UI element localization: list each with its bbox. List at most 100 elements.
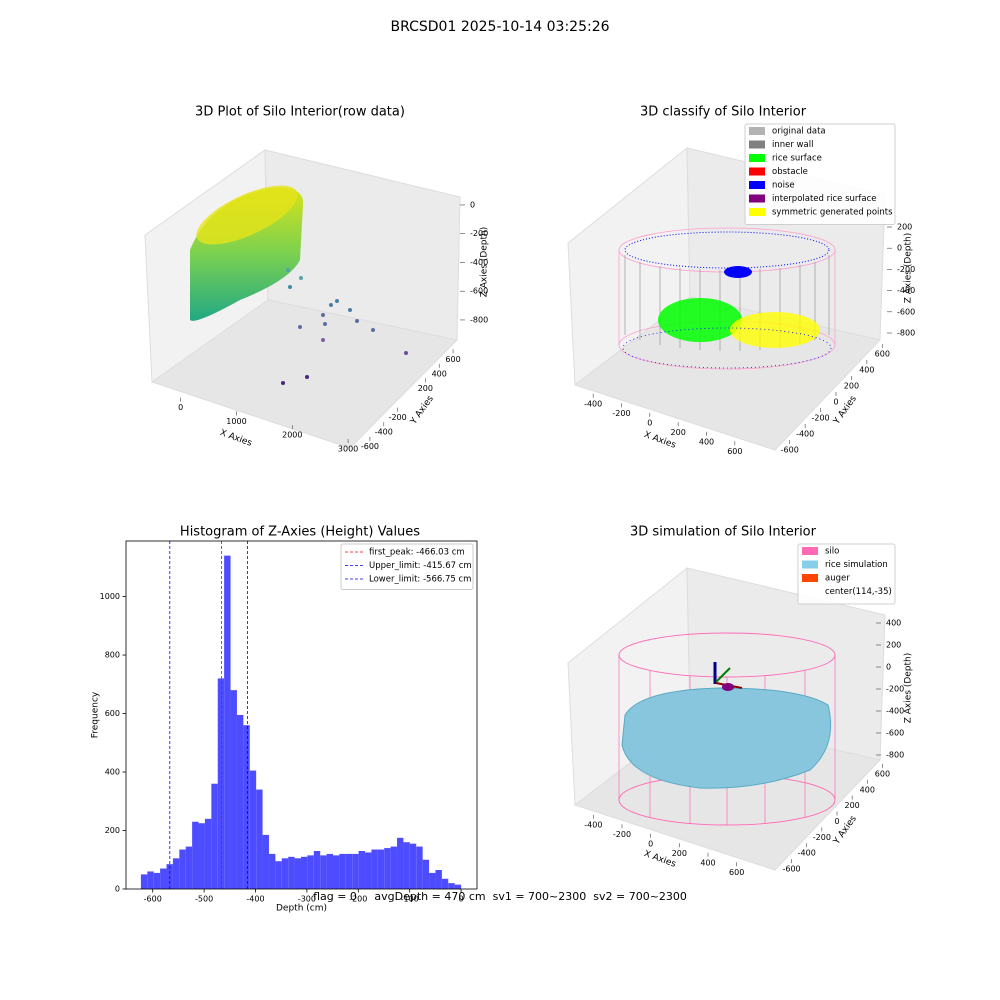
simulation — [618, 632, 836, 826]
bar — [320, 855, 327, 889]
footer: flag = 0 avgDepth = 470 cm sv1 = 700~230… — [313, 890, 687, 903]
chart-title: 3D simulation of Silo Interior — [630, 525, 817, 540]
point-cloud — [190, 185, 408, 385]
legend-patch — [749, 140, 765, 149]
bar — [403, 842, 410, 889]
y-tick-label: 0 — [834, 817, 839, 826]
y-tick-label: 200 — [845, 801, 860, 810]
bar — [147, 871, 154, 889]
z-tick-label: 0 — [897, 244, 902, 253]
z-tick-label: -600 — [897, 307, 915, 316]
x-tick-label: -300 — [298, 895, 316, 904]
y-tick-label: 400 — [105, 768, 120, 777]
legend-patch — [749, 208, 765, 216]
bar — [179, 849, 186, 889]
bar — [153, 872, 161, 889]
bar — [172, 858, 180, 889]
bar — [365, 852, 372, 889]
bar — [160, 868, 167, 889]
y-tick-label: -400 — [375, 428, 393, 437]
bar — [384, 848, 391, 889]
legend-label: symmetric generated points — [772, 208, 893, 218]
z-tick-label: -800 — [470, 315, 488, 324]
legend-label: noise — [772, 181, 795, 191]
bar — [345, 853, 353, 889]
bar — [294, 858, 301, 889]
x-tick-label: 3000 — [338, 445, 358, 454]
bar — [307, 855, 314, 889]
legend-patch — [749, 181, 765, 189]
bar — [377, 849, 385, 889]
bar — [429, 872, 436, 889]
point-cloud — [618, 227, 836, 370]
y-tick-label: 600 — [445, 355, 460, 364]
legend-label: first_peak: -466.03 cm — [369, 548, 465, 558]
legend-box — [797, 543, 896, 605]
z-tick-label: -200 — [897, 265, 915, 274]
y-tick-label: 400 — [860, 785, 875, 794]
x-tick-label: -200 — [612, 409, 630, 418]
bar — [224, 555, 231, 889]
y-tick-label: -200 — [389, 413, 407, 422]
x-tick-label: -400 — [246, 895, 264, 904]
y-tick-label: 600 — [105, 709, 120, 718]
z-tick-label: -600 — [470, 287, 488, 296]
x-tick-label: -500 — [195, 895, 213, 904]
bar — [262, 834, 269, 889]
x-tick-label: -400 — [584, 399, 602, 408]
bar — [339, 853, 346, 889]
z-tick-label: 200 — [897, 223, 912, 232]
x-tick-label: -200 — [613, 830, 631, 839]
x-tick-label: -600 — [144, 895, 162, 904]
bar — [416, 846, 423, 889]
bar — [243, 725, 250, 889]
bar — [358, 850, 366, 889]
legend-patch — [802, 560, 818, 569]
legend-patch — [802, 574, 818, 582]
x-tick-label: 0 — [459, 895, 464, 904]
suptitle: BRCSD01 2025-10-14 03:25:26 — [390, 19, 609, 35]
legend-label: interpolated rice surface — [772, 194, 877, 204]
legend-patch — [749, 194, 765, 203]
bar — [454, 884, 462, 889]
bar — [217, 678, 225, 889]
legend-label: Upper_limit: -415.67 cm — [369, 561, 472, 571]
z-tick-label: -400 — [470, 258, 488, 267]
x-tick-label: 600 — [727, 447, 742, 456]
x-tick-label: -400 — [584, 820, 602, 829]
bar — [288, 856, 295, 889]
y-tick-label: -400 — [798, 849, 816, 858]
z-tick-label: -800 — [897, 329, 915, 338]
z-tick-label: 400 — [886, 619, 901, 628]
x-tick-label: 200 — [672, 849, 687, 858]
z-tick-label: -200 — [470, 229, 488, 238]
bar — [275, 861, 282, 889]
y-axis-label: Frequency — [91, 691, 101, 738]
y-tick-label: 1000 — [100, 592, 120, 601]
legend-label: obstacle — [772, 167, 808, 177]
bar — [326, 853, 334, 889]
bar — [204, 818, 212, 889]
bar — [256, 789, 263, 889]
x-tick-label: 600 — [729, 868, 744, 877]
y-tick-label: 0 — [115, 885, 120, 894]
bar — [249, 770, 257, 889]
bar — [185, 846, 193, 889]
y-tick-label: -600 — [781, 446, 799, 455]
bar — [352, 853, 359, 889]
bar — [198, 823, 205, 889]
axis-label: X Axies — [218, 428, 253, 449]
x-tick-label: 400 — [699, 437, 714, 446]
axis-label: Y Axies — [408, 394, 436, 427]
y-tick-label: -600 — [361, 442, 379, 451]
y-tick-label: 600 — [875, 769, 890, 778]
x-tick-label: 0 — [178, 403, 183, 412]
y-tick-label: 600 — [875, 350, 890, 359]
z-tick-label: -600 — [886, 729, 904, 738]
bar — [333, 855, 340, 889]
bar — [409, 843, 417, 889]
x-tick-label: -100 — [401, 895, 419, 904]
legend-label: silo — [825, 547, 839, 557]
bar — [441, 878, 449, 889]
